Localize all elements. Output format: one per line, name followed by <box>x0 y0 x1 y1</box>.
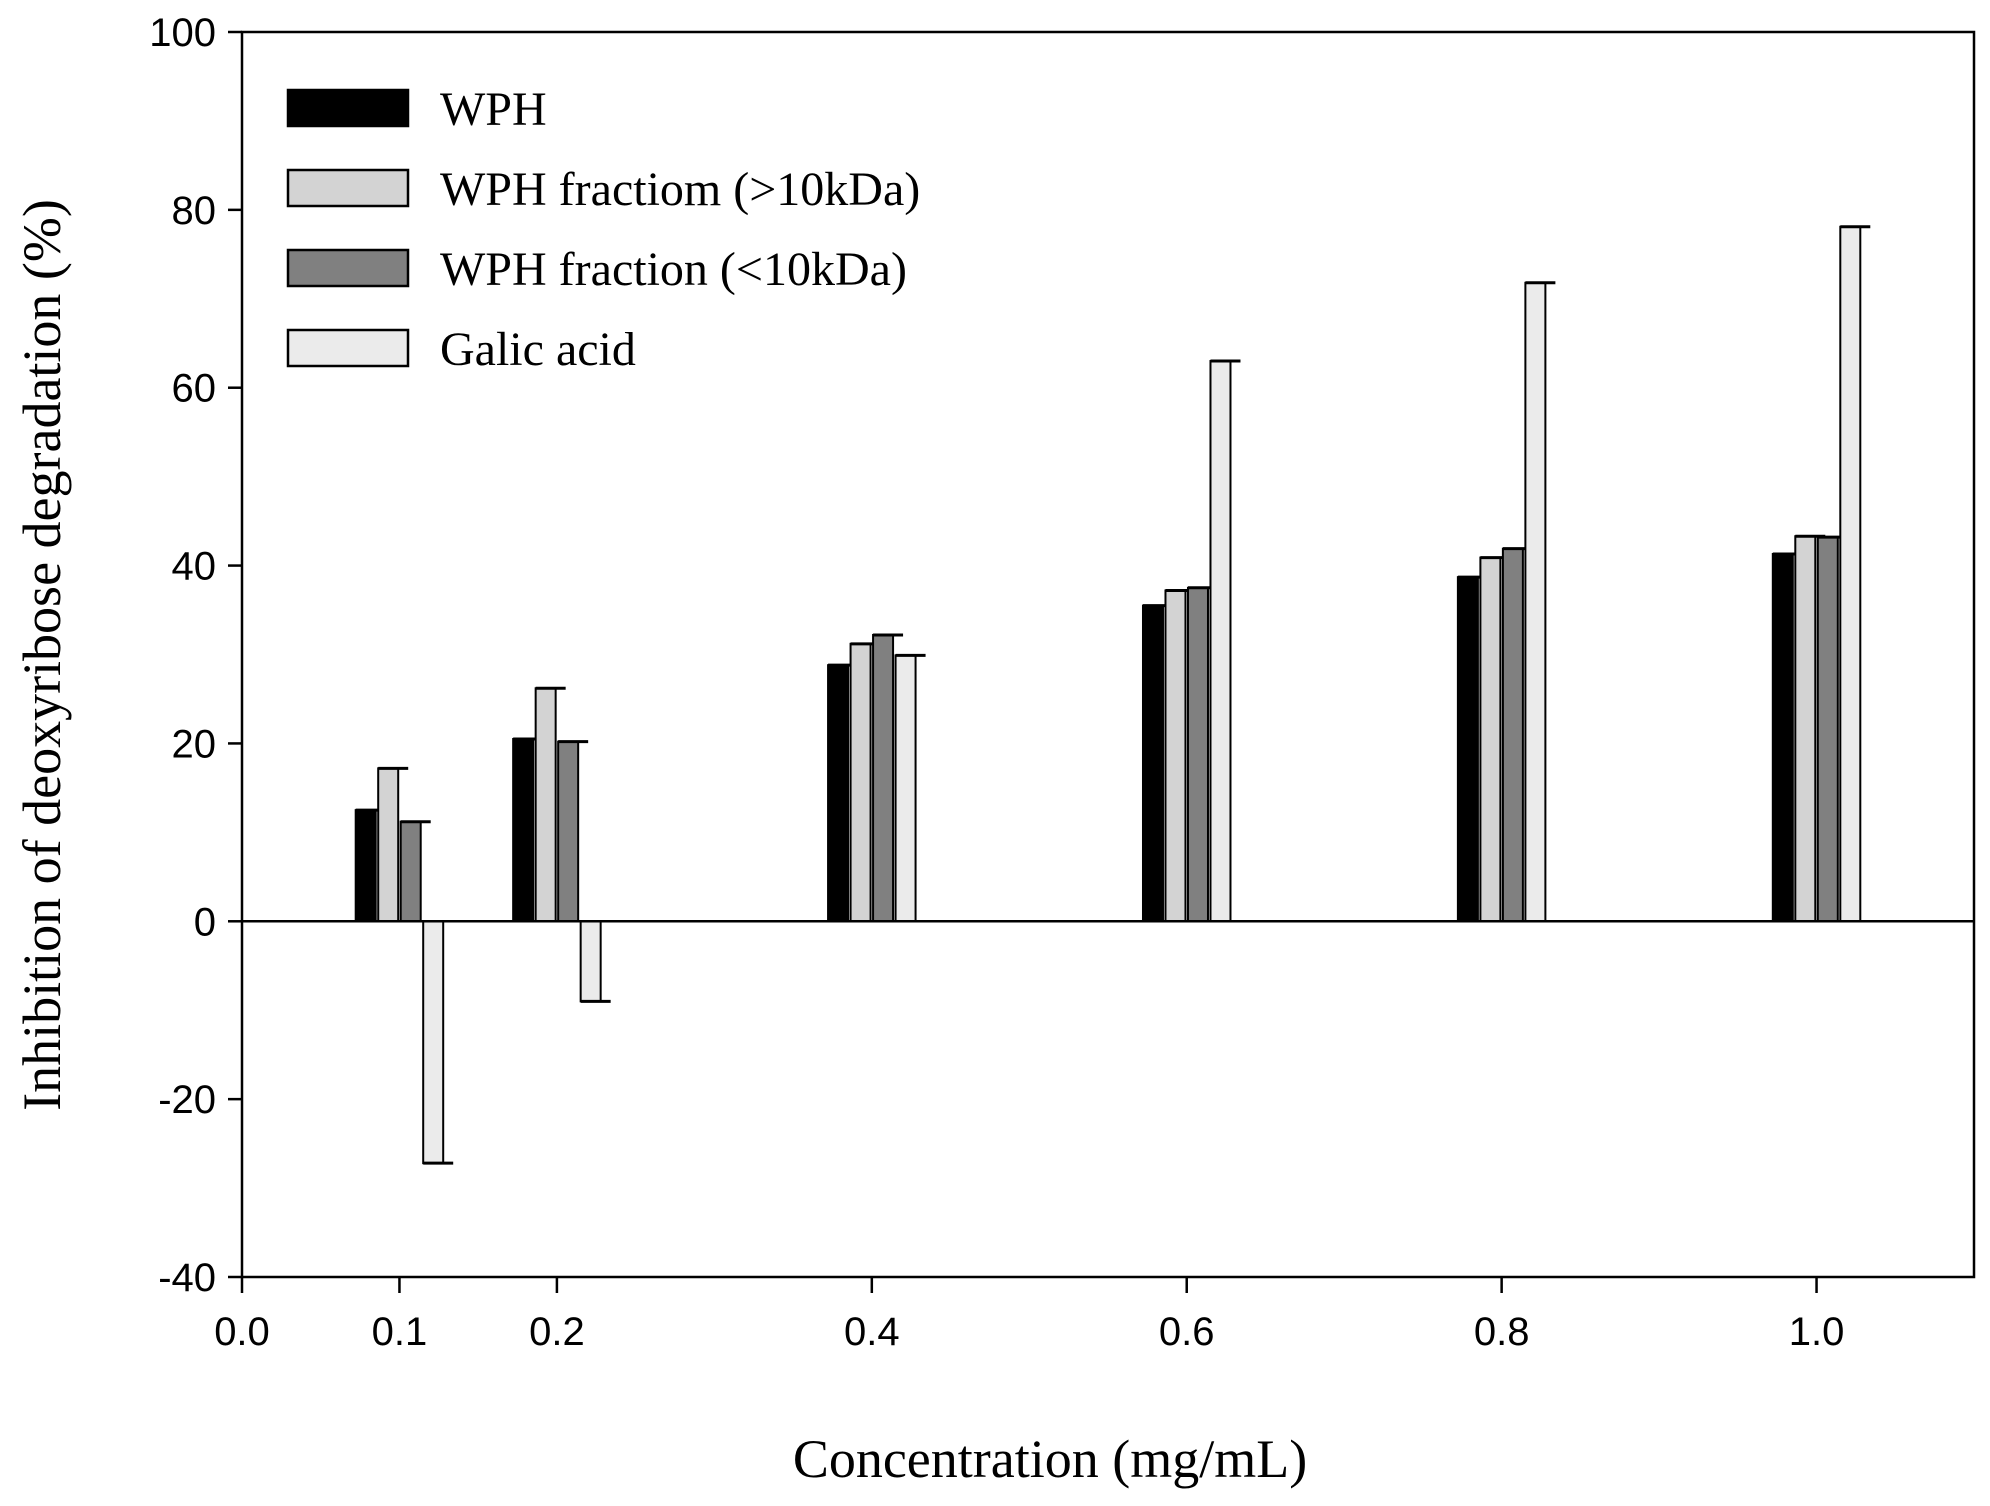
bar-2-4 <box>1501 547 1524 923</box>
legend-label-0: WPH <box>440 83 547 136</box>
x-tick-label: 0.6 <box>1159 1310 1215 1354</box>
bar-3-2 <box>894 654 917 923</box>
bar-2-3 <box>1186 586 1209 923</box>
legend-swatch-2 <box>286 248 410 288</box>
bar-2-2 <box>872 633 895 923</box>
y-tick-label: 40 <box>172 545 217 589</box>
x-tick-label: 0.0 <box>214 1310 270 1354</box>
bar-3-3 <box>1209 360 1232 923</box>
legend-swatch-0 <box>286 88 410 128</box>
legend-label-1: WPH fractiom (>10kDa) <box>440 163 920 216</box>
bar-0-0 <box>354 809 377 923</box>
x-tick-label: 0.4 <box>844 1310 900 1354</box>
bar-0-4 <box>1456 576 1479 923</box>
y-tick-label: 20 <box>172 722 217 766</box>
bar-2-5 <box>1816 536 1839 923</box>
bar-0-3 <box>1141 604 1164 923</box>
legend-label-2: WPH fraction (<10kDa) <box>440 243 907 296</box>
y-axis-title: Inhibition of deoxyribose degradation (%… <box>12 199 72 1111</box>
bar-1-5 <box>1794 535 1817 923</box>
bar-3-1 <box>579 920 602 1003</box>
axes-layer: -40 -20 0 20 40 60 80 100 0.0 0.1 0.2 0.4 0.6 0.8 1.0 <box>149 11 1976 1354</box>
x-tick-label: 0.8 <box>1474 1310 1530 1354</box>
bar-1-1 <box>534 687 557 923</box>
plot-frame <box>240 30 1976 1279</box>
bar-1-0 <box>377 767 400 923</box>
bar-0-2 <box>827 664 850 923</box>
bar-2-1 <box>557 740 580 923</box>
y-tick-label: -40 <box>158 1256 216 1300</box>
y-tick-label: 80 <box>172 189 217 233</box>
bar-0-1 <box>512 737 535 923</box>
legend: WPH WPH fractiom (>10kDa) WPH fraction (<1… <box>286 83 920 376</box>
legend-swatch-3 <box>286 328 410 368</box>
legend-swatch-1 <box>286 168 410 208</box>
bar-0-5 <box>1771 553 1794 923</box>
bar-3-0 <box>422 920 445 1165</box>
x-tick-label: 0.1 <box>372 1310 428 1354</box>
y-tick-label: -20 <box>158 1078 216 1122</box>
y-tick-label: 60 <box>172 367 217 411</box>
y-tick-label: 100 <box>149 11 216 55</box>
legend-label-3: Galic acid <box>440 323 636 376</box>
y-tick-label: 0 <box>194 900 216 944</box>
x-tick-label: 0.2 <box>529 1310 585 1354</box>
x-tick-label: 1.0 <box>1789 1310 1845 1354</box>
bar-1-2 <box>849 642 872 923</box>
bar-1-3 <box>1164 589 1187 923</box>
bar-3-4 <box>1524 281 1547 923</box>
bar-3-5 <box>1839 225 1862 923</box>
x-axis-title: Concentration (mg/mL) <box>793 1429 1307 1489</box>
bar-2-0 <box>399 820 422 923</box>
bar-1-4 <box>1479 556 1502 923</box>
